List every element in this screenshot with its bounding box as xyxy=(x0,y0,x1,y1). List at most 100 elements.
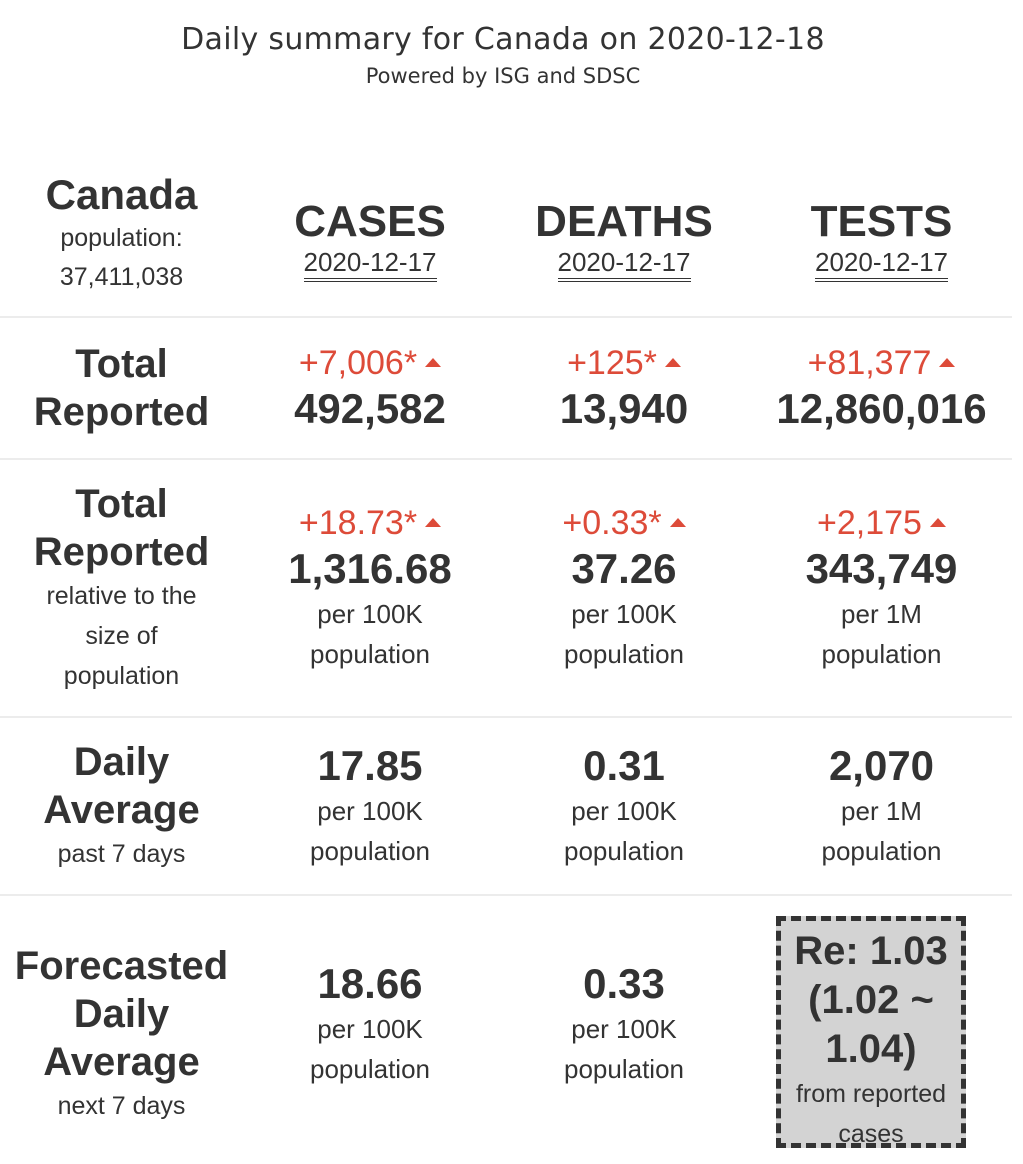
re-box: Re: 1.03 (1.02 ~ 1.04) from reported cas… xyxy=(776,916,966,1148)
cases-header: CASES 2020-12-17 xyxy=(243,152,497,317)
unit-line: population xyxy=(564,836,684,866)
re-note-line: from reported xyxy=(795,1080,947,1108)
tests-column-date[interactable]: 2020-12-17 xyxy=(815,247,948,282)
table-row: Daily Average past 7 days 17.85 per 100K… xyxy=(0,716,1012,895)
row-label-relative: Total Reported relative to the size of p… xyxy=(0,458,243,717)
daily-deaths-cell: 0.31 per 100K population xyxy=(497,716,751,895)
row-subtitle-line: past 7 days xyxy=(57,840,186,868)
unit-line: per 100K xyxy=(317,796,423,826)
row-title-line: Forecasted xyxy=(14,944,229,988)
delta-value: +18.73* xyxy=(243,502,497,544)
unit-line: population xyxy=(310,1054,430,1084)
unit-line: per 100K xyxy=(317,1014,423,1044)
triangle-up-icon xyxy=(929,517,946,527)
re-note-line: cases xyxy=(838,1120,904,1148)
row-title-line: Total xyxy=(75,482,168,526)
delta-text: +0.33* xyxy=(562,504,662,542)
row-title-line: Total xyxy=(75,342,168,386)
relative-cases-cell: +18.73* 1,316.68 per 100K population xyxy=(243,458,497,717)
forecast-value: 0.33 xyxy=(583,960,665,1007)
delta-text: +7,006* xyxy=(298,344,418,382)
re-value-line: (1.02 ~ xyxy=(808,978,934,1022)
deaths-header: DEATHS 2020-12-17 xyxy=(497,152,751,317)
forecast-value: 18.66 xyxy=(317,960,423,1007)
total-value: 13,940 xyxy=(559,385,689,432)
triangle-up-icon xyxy=(669,517,686,527)
unit-line: population xyxy=(564,639,684,669)
relative-deaths-cell: +0.33* 37.26 per 100K population xyxy=(497,458,751,717)
total-value: 492,582 xyxy=(294,385,446,432)
row-title-line: Daily xyxy=(73,992,170,1036)
region-cell: Canada population: 37,411,038 xyxy=(0,152,243,317)
relative-value: 1,316.68 xyxy=(288,545,452,592)
total-cases-cell: +7,006* 492,582 xyxy=(243,316,497,459)
row-subtitle-line: next 7 days xyxy=(57,1092,186,1120)
delta-value: +125* xyxy=(497,342,751,384)
delta-text: +125* xyxy=(567,344,657,382)
total-tests-cell: +81,377 12,860,016 xyxy=(751,316,1012,459)
daily-value: 17.85 xyxy=(317,742,423,789)
region-name: Canada xyxy=(45,171,198,218)
row-label-daily: Daily Average past 7 days xyxy=(0,716,243,895)
row-label-forecast: Forecasted Daily Average next 7 days xyxy=(0,894,243,1152)
daily-cases-cell: 17.85 per 100K population xyxy=(243,716,497,895)
triangle-up-icon xyxy=(664,357,681,367)
unit-line: population xyxy=(564,1054,684,1084)
daily-tests-cell: 2,070 per 1M population xyxy=(751,716,1012,895)
delta-text: +2,175 xyxy=(817,504,922,542)
tests-column-title: TESTS xyxy=(810,196,953,246)
unit-line: population xyxy=(310,639,430,669)
page-subtitle: Powered by ISG and SDSC xyxy=(365,64,641,88)
region-population-label: population: xyxy=(60,224,183,252)
page-title: Daily summary for Canada on 2020-12-18 xyxy=(181,22,825,57)
row-subtitle-line: population xyxy=(63,662,180,690)
triangle-up-icon xyxy=(425,517,442,527)
deaths-column-title: DEATHS xyxy=(535,196,713,246)
unit-line: per 100K xyxy=(571,1014,677,1044)
delta-value: +81,377 xyxy=(751,342,1012,384)
deaths-column-date[interactable]: 2020-12-17 xyxy=(557,247,691,282)
re-value-line: 1.04) xyxy=(825,1027,917,1071)
forecast-cases-cell: 18.66 per 100K population xyxy=(243,894,497,1152)
delta-text: +18.73* xyxy=(298,504,418,542)
relative-value: 37.26 xyxy=(571,545,677,592)
delta-value: +0.33* xyxy=(497,502,751,544)
table-row: Total Reported relative to the size of p… xyxy=(0,458,1012,717)
cases-column-title: CASES xyxy=(294,196,446,246)
unit-line: per 1M xyxy=(841,599,922,629)
forecast-deaths-cell: 0.33 per 100K population xyxy=(497,894,751,1152)
row-subtitle-line: relative to the xyxy=(46,582,197,610)
unit-line: population xyxy=(821,639,942,669)
row-title-line: Reported xyxy=(33,390,210,434)
daily-value: 2,070 xyxy=(828,742,935,789)
total-value: 12,860,016 xyxy=(776,385,987,432)
delta-text: +81,377 xyxy=(807,344,932,382)
re-value-line: Re: 1.03 xyxy=(794,929,948,973)
relative-value: 343,749 xyxy=(805,545,958,592)
cases-column-date[interactable]: 2020-12-17 xyxy=(303,247,437,282)
unit-line: per 100K xyxy=(571,599,677,629)
row-label-total: Total Reported xyxy=(0,316,243,459)
row-subtitle-line: size of xyxy=(85,622,158,650)
unit-line: per 1M xyxy=(841,796,922,826)
unit-line: per 100K xyxy=(317,599,423,629)
table-row: Forecasted Daily Average next 7 days 18.… xyxy=(0,894,1012,1152)
delta-value: +7,006* xyxy=(243,342,497,384)
summary-table: Canada population: 37,411,038 CASES 2020… xyxy=(0,152,1012,1152)
unit-line: per 100K xyxy=(571,796,677,826)
header-row: Canada population: 37,411,038 CASES 2020… xyxy=(0,152,1012,317)
daily-value: 0.31 xyxy=(583,742,665,789)
region-population: 37,411,038 xyxy=(59,263,184,291)
tests-header: TESTS 2020-12-17 xyxy=(751,152,1012,317)
triangle-up-icon xyxy=(425,357,442,367)
row-title-line: Daily xyxy=(73,740,170,784)
total-deaths-cell: +125* 13,940 xyxy=(497,316,751,459)
delta-value: +2,175 xyxy=(751,502,1012,544)
unit-line: population xyxy=(821,836,942,866)
triangle-up-icon xyxy=(939,357,956,367)
forecast-re-cell: Re: 1.03 (1.02 ~ 1.04) from reported cas… xyxy=(751,894,1012,1152)
relative-tests-cell: +2,175 343,749 per 1M population xyxy=(751,458,1012,717)
row-title-line: Average xyxy=(43,1040,200,1084)
table-row: Total Reported +7,006* 492,582 +125* 13,… xyxy=(0,316,1012,459)
unit-line: population xyxy=(310,836,430,866)
